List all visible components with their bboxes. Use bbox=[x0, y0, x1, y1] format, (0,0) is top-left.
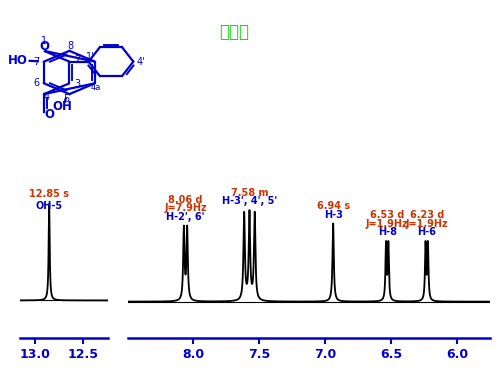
Text: 1: 1 bbox=[42, 36, 48, 46]
Text: H-2', 6': H-2', 6' bbox=[166, 211, 205, 222]
Text: 8: 8 bbox=[67, 40, 73, 51]
Text: H-3', 4', 5': H-3', 4', 5' bbox=[222, 196, 277, 206]
Text: 2: 2 bbox=[74, 55, 80, 65]
Text: 6: 6 bbox=[33, 78, 39, 88]
Text: OH: OH bbox=[52, 100, 72, 113]
Text: 7: 7 bbox=[33, 57, 39, 67]
Text: J=7.9Hz: J=7.9Hz bbox=[164, 203, 207, 213]
Text: 3: 3 bbox=[74, 80, 81, 89]
Text: J=1.9Hz: J=1.9Hz bbox=[366, 219, 408, 229]
Text: OH-5: OH-5 bbox=[36, 201, 62, 211]
Text: 4a: 4a bbox=[91, 83, 102, 92]
Text: 1': 1' bbox=[86, 52, 94, 62]
Text: 4': 4' bbox=[137, 57, 145, 67]
Text: H-3: H-3 bbox=[324, 210, 342, 220]
Text: 6.23 d: 6.23 d bbox=[410, 210, 444, 220]
Text: 7.58 m: 7.58 m bbox=[230, 188, 268, 198]
Text: H-6: H-6 bbox=[418, 227, 436, 237]
Text: 12.85 s: 12.85 s bbox=[29, 189, 69, 199]
Text: J=1.9Hz: J=1.9Hz bbox=[406, 219, 448, 229]
Text: 6.53 d: 6.53 d bbox=[370, 210, 404, 220]
Text: HO: HO bbox=[8, 54, 28, 67]
Text: O: O bbox=[39, 40, 49, 53]
Text: 6.94 s: 6.94 s bbox=[316, 201, 350, 211]
Text: H-8: H-8 bbox=[378, 227, 396, 237]
Text: 4: 4 bbox=[44, 92, 50, 102]
Text: O: O bbox=[44, 108, 54, 121]
Text: 白杨素: 白杨素 bbox=[220, 23, 250, 41]
Text: 5: 5 bbox=[64, 94, 70, 104]
Text: 8.06 d: 8.06 d bbox=[168, 195, 203, 205]
